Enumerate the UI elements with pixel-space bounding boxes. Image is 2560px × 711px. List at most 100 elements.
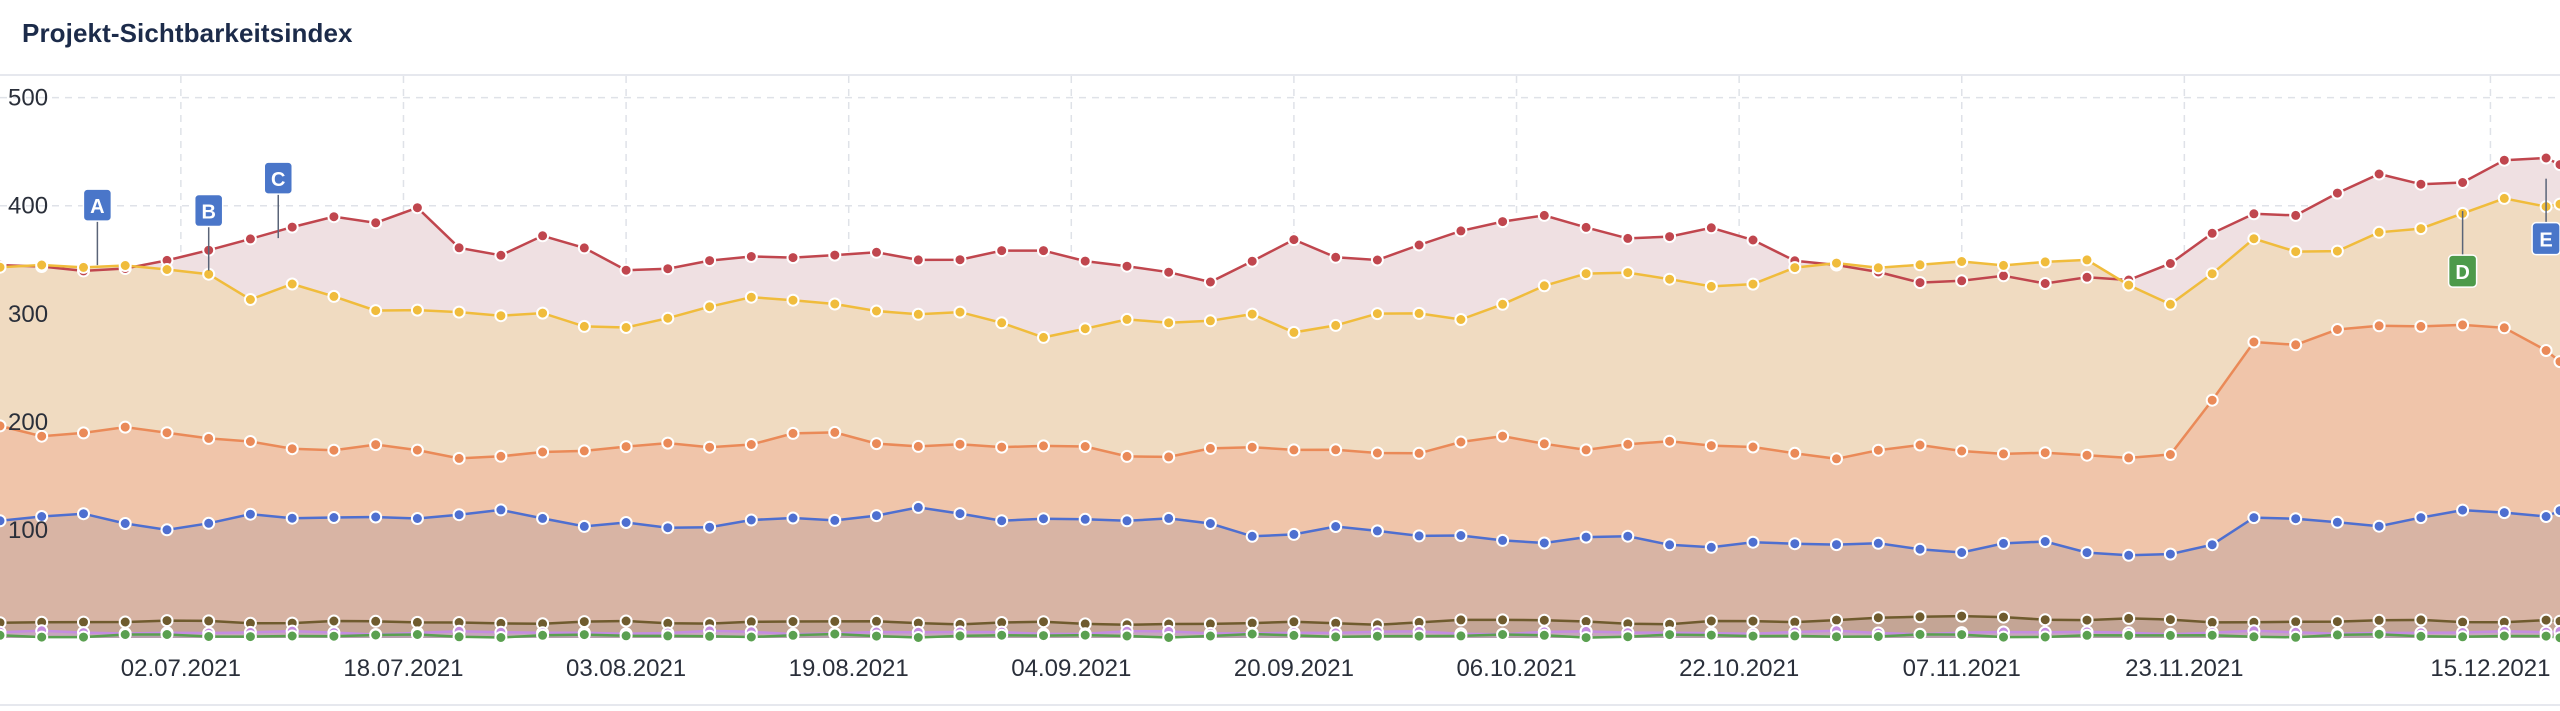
series-7-point: [2247, 630, 2261, 644]
series-1-point: [1997, 269, 2010, 283]
annotation-label: C: [271, 169, 285, 191]
series-2-point: [1162, 316, 1176, 330]
series-3-point: [1370, 446, 1384, 460]
annotations: ABCDEFG: [82, 161, 2560, 288]
series-4-point: [1746, 535, 1760, 549]
series-3-point: [494, 449, 508, 463]
series-3-point: [1704, 439, 1718, 453]
areas: [0, 158, 2560, 638]
series-3-point: [327, 443, 341, 457]
series-3-point: [870, 437, 883, 451]
series-2-point: [494, 309, 508, 323]
x-tick-label: 18.07.2021: [343, 655, 463, 682]
series-7-point: [2372, 627, 2386, 641]
series-3-point: [160, 426, 174, 440]
series-3-point: [995, 440, 1009, 454]
series-3-point: [202, 431, 216, 445]
series-4-point: [661, 521, 675, 535]
series-7-point: [243, 630, 257, 644]
series-1-point: [2330, 186, 2344, 200]
series-1-point: [786, 251, 800, 265]
series-7-point: [1120, 629, 1134, 643]
series-4-point: [2289, 512, 2303, 526]
series-4-point: [1078, 512, 1092, 526]
series-2-point: [1454, 313, 1468, 326]
series-2-point: [1788, 261, 1802, 275]
series-5: [0, 609, 2560, 632]
series-3-point: [2289, 338, 2303, 352]
series-4-point: [285, 511, 299, 525]
series-5-point: [2038, 613, 2052, 627]
series-7-point: [285, 629, 299, 643]
series-4-area: [0, 507, 2560, 638]
annotation-b: B: [193, 193, 224, 271]
series-4-point: [995, 514, 1009, 528]
series-5-point: [1955, 609, 1969, 623]
series-2-point: [1955, 255, 1969, 268]
x-tick-label: 03.08.2021: [566, 655, 686, 682]
series-2-point: [1871, 261, 1885, 275]
series-2-point: [1579, 267, 1593, 281]
series-5-point: [2456, 615, 2470, 629]
series-5-point: [327, 614, 341, 628]
series-7-point: [2539, 629, 2553, 643]
series-5-point: [410, 615, 424, 629]
series-1-point: [1245, 254, 1259, 268]
series-2-point: [2080, 253, 2094, 267]
series-7-point: [1621, 630, 1635, 644]
series-2-point: [995, 316, 1009, 330]
series-5-point: [577, 615, 591, 629]
series-4-point: [1037, 512, 1050, 526]
series-1-point: [494, 248, 508, 262]
series-2-point: [1203, 314, 1217, 328]
series-2-point: [2330, 244, 2344, 258]
series-5-point: [2122, 611, 2136, 625]
series-3-point: [1537, 437, 1551, 451]
series-2-point: [2553, 197, 2560, 211]
series-3-point: [1329, 443, 1343, 457]
series-4-point: [1621, 529, 1635, 543]
page-title: Projekt-Sichtbarkeitsindex: [22, 18, 353, 48]
series-4-point: [577, 519, 591, 533]
series-2-point: [2163, 297, 2177, 311]
series-5-point: [2289, 615, 2303, 629]
series-7-point: [870, 629, 883, 643]
series-1-point: [1621, 231, 1635, 245]
series-2-point: [2205, 267, 2219, 281]
series-4-point: [1329, 520, 1343, 533]
series-3-point: [2372, 319, 2386, 333]
series-1-point: [1454, 224, 1468, 238]
series-4-point: [703, 520, 717, 534]
annotation-label: B: [201, 202, 215, 224]
series-5-point: [828, 614, 842, 628]
series-4-point: [1454, 529, 1468, 542]
annotation-d: D: [2447, 211, 2478, 288]
series-7-point: [744, 630, 758, 644]
series-2-point: [1830, 256, 1843, 270]
annotation-a: A: [82, 188, 113, 266]
series-3-point: [1746, 440, 1760, 454]
series-5-point: [619, 614, 633, 628]
series-1-point: [661, 262, 675, 276]
series-4-point: [2330, 515, 2344, 529]
series-5-point: [1537, 613, 1551, 627]
x-tick-label: 20.09.2021: [1234, 655, 1354, 682]
series-4-point: [1830, 538, 1843, 552]
series-7-point: [1704, 628, 1718, 642]
series-3-point: [1120, 449, 1134, 463]
series-5-point: [0, 616, 7, 630]
series-4-point: [410, 512, 424, 525]
annotation-marker: [2531, 221, 2560, 256]
series-7-point: [1287, 628, 1301, 642]
series-3-point: [2539, 344, 2553, 357]
series-7-point: [703, 629, 717, 643]
series-3-point: [118, 420, 132, 434]
series-3-point: [2247, 335, 2261, 349]
series-3-point: [1412, 446, 1426, 460]
series-7-point: [369, 628, 383, 642]
series-1-point: [1704, 221, 1718, 235]
series-1-point: [243, 232, 257, 246]
series-1-point: [1496, 215, 1510, 229]
series-3-point: [77, 426, 90, 440]
